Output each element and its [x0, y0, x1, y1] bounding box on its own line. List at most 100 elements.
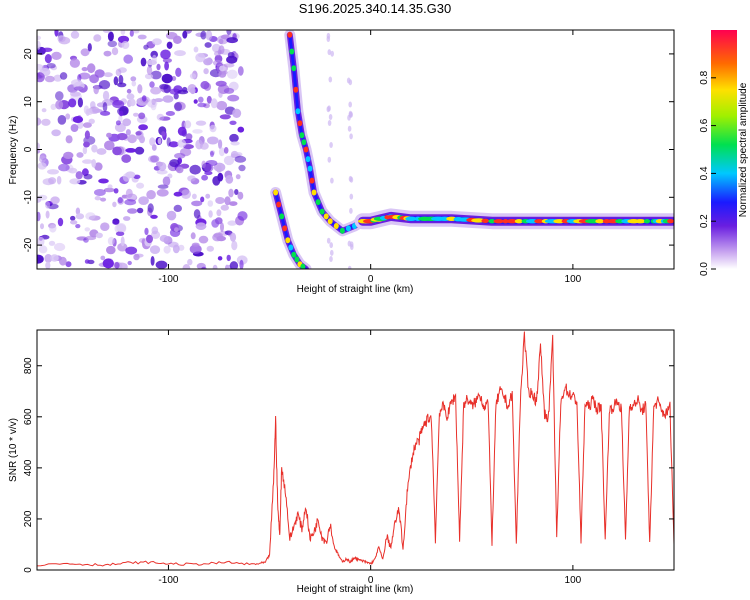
noise-streak: [327, 156, 332, 163]
noise-blob: [191, 242, 200, 247]
noise-blob: [117, 196, 123, 204]
bottom-plot-frame: [36, 329, 675, 571]
noise-blob: [75, 171, 83, 180]
noise-blob: [173, 191, 183, 197]
noise-blob: [150, 70, 162, 80]
noise-blob: [82, 122, 92, 128]
ridge-hotspot: [289, 48, 295, 55]
noise-blob: [228, 188, 234, 198]
noise-blob: [181, 189, 191, 200]
noise-blob: [37, 149, 41, 154]
noise-streak: [347, 125, 352, 132]
noise-blob: [121, 194, 128, 199]
ridge-hotspot: [294, 256, 300, 263]
colorbar: 0.0 0.2 0.4 0.6 0.8 Normalized spectral ampl…: [699, 30, 749, 276]
noise-blob: [137, 34, 147, 40]
noise-blob: [190, 232, 196, 240]
noise-blob: [149, 245, 161, 255]
noise-blob: [163, 245, 171, 254]
noise-blob: [125, 148, 137, 153]
noise-blob: [195, 222, 207, 230]
ridge-hotspot: [288, 244, 294, 251]
noise-blob: [150, 230, 161, 239]
noise-blob: [37, 142, 40, 150]
noise-blob: [218, 70, 227, 78]
noise-streak: [349, 111, 354, 118]
noise-blob: [125, 246, 138, 255]
noise-streak: [349, 133, 353, 140]
noise-blob: [138, 124, 149, 131]
noise-blob: [237, 126, 245, 133]
noise-blob: [166, 210, 177, 221]
noise-blob: [195, 139, 203, 150]
y-tick-label: 20: [23, 48, 34, 60]
noise-blob: [131, 80, 137, 87]
noise-blob: [189, 164, 201, 175]
noise-blob: [100, 225, 108, 230]
noise-blob: [46, 62, 56, 69]
noise-blob: [156, 63, 161, 71]
colorbar-tick-label: 0.0: [699, 262, 710, 276]
noise-blob: [113, 188, 119, 194]
noise-blob: [201, 174, 209, 181]
noise-blob: [177, 139, 187, 148]
noise-blob: [80, 48, 90, 57]
ridge-hotspot: [301, 139, 307, 146]
x-tick-label: 100: [565, 274, 582, 285]
y-tick-label: 0: [23, 567, 34, 573]
noise-blob: [200, 30, 207, 40]
ridge-hotspot: [319, 208, 325, 215]
noise-blob: [166, 41, 173, 49]
ridge-hotspot: [488, 219, 496, 224]
noise-blob: [84, 227, 91, 232]
noise-blob: [125, 129, 131, 136]
noise-blob: [152, 54, 157, 64]
noise-blob: [75, 213, 85, 220]
noise-blob: [187, 258, 193, 266]
ridge-hotspot: [634, 219, 646, 224]
noise-blob: [149, 81, 155, 88]
noise-blob: [88, 118, 95, 125]
colorbar-tick-label: 0.4: [699, 166, 710, 180]
noise-blob: [204, 42, 212, 48]
noise-blob: [55, 100, 64, 110]
noise-blob: [229, 232, 237, 242]
noise-blob: [216, 235, 226, 242]
ridge-hotspot: [291, 65, 297, 72]
noise-blob: [228, 201, 238, 207]
noise-blob: [37, 196, 42, 203]
noise-blob: [225, 175, 234, 184]
noise-blob: [230, 141, 240, 146]
noise-blob: [217, 172, 224, 182]
noise-blob: [68, 167, 78, 174]
ridge-hotspot: [287, 31, 293, 38]
noise-blob: [169, 159, 180, 168]
noise-streak: [349, 176, 354, 183]
noise-blob: [48, 177, 57, 185]
noise-blob: [125, 188, 133, 198]
ridge-hotspot: [311, 189, 317, 196]
noise-blob: [232, 108, 242, 119]
ridge-hotspot: [481, 218, 490, 223]
ridge-hotspot: [327, 218, 333, 225]
ridge-hotspot: [285, 237, 291, 244]
noise-blob: [37, 257, 43, 262]
noise-blob: [81, 67, 88, 72]
noise-blob: [156, 169, 168, 175]
noise-blob: [218, 38, 224, 45]
noise-blob: [69, 178, 81, 185]
noise-blob: [103, 72, 113, 78]
noise-blob: [172, 244, 180, 254]
noise-blob: [205, 193, 211, 199]
noise-blob: [115, 68, 122, 77]
noise-blob: [58, 163, 70, 172]
noise-streak: [349, 207, 353, 214]
x-tick-label: 100: [565, 575, 582, 586]
noise-blob: [123, 54, 133, 64]
noise-blob: [69, 91, 81, 97]
noise-blob: [103, 30, 111, 33]
bottom-y-axis-label: SNR (10 * v/v): [8, 418, 19, 482]
noise-blob: [55, 91, 64, 101]
noise-blob: [223, 63, 235, 68]
noise-blob: [86, 109, 93, 115]
